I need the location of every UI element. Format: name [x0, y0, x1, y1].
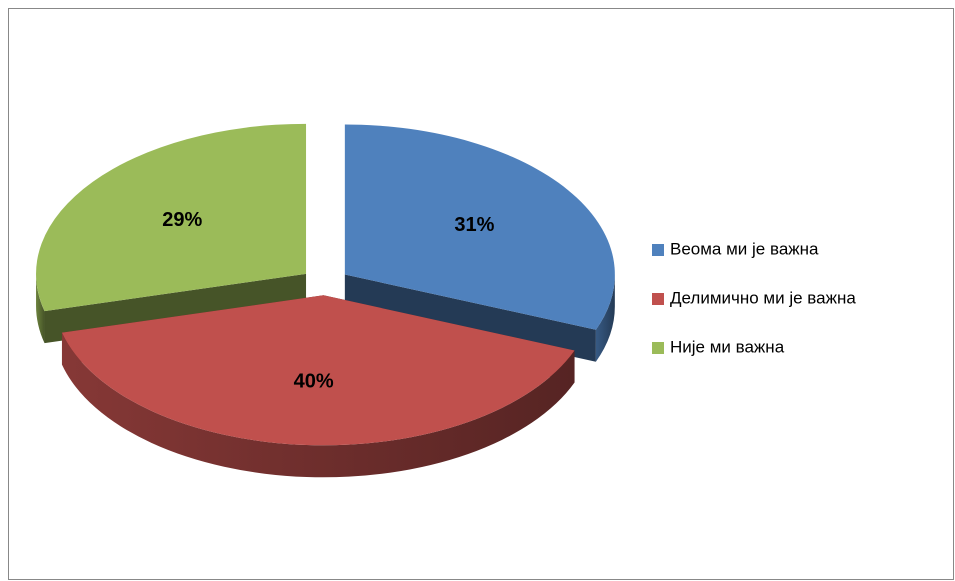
- slice-side: [61, 332, 575, 478]
- slice-top: [36, 123, 307, 312]
- slice-side: [595, 274, 615, 362]
- legend-label: Није ми важна: [670, 337, 785, 356]
- pie-slice: [61, 295, 575, 478]
- pie: 31% 40% 29%: [36, 123, 615, 478]
- legend-label: Веома ми је важна: [670, 239, 819, 258]
- data-label: 40%: [294, 370, 334, 392]
- slice-top: [344, 124, 615, 330]
- legend-swatch: [652, 342, 664, 354]
- slice-wall: [344, 274, 596, 362]
- legend: Веома ми је важна Делимично ми је важна Ни…: [652, 239, 856, 356]
- legend-swatch: [652, 293, 664, 305]
- data-label: 29%: [162, 209, 202, 231]
- legend-swatch: [652, 244, 664, 256]
- legend-label: Делимично ми је важна: [670, 288, 856, 307]
- pie-slice: [344, 124, 615, 362]
- slice-top: [61, 295, 575, 446]
- data-label: 31%: [454, 214, 494, 236]
- slice-side: [36, 273, 45, 344]
